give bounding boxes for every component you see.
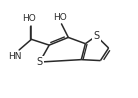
Text: HO: HO — [53, 13, 67, 22]
Text: S: S — [93, 31, 99, 41]
Text: HN: HN — [8, 52, 22, 61]
Text: S: S — [37, 57, 43, 67]
Text: HO: HO — [22, 14, 36, 23]
